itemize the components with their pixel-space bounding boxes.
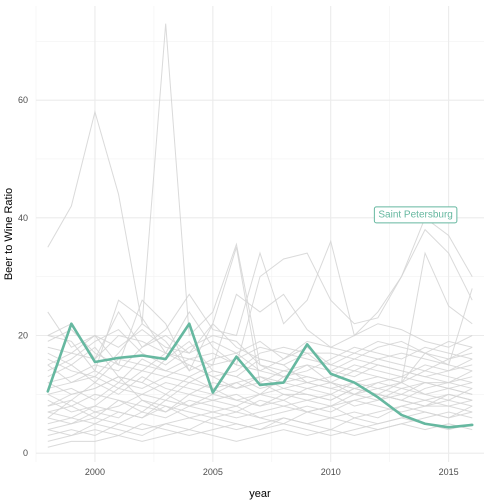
background-line-6 (47, 293, 473, 366)
x-tick-label: 2010 (321, 467, 341, 477)
highlight-label: Saint Petersburg (373, 206, 458, 224)
background-line-17 (47, 335, 473, 384)
background-line-3 (47, 217, 473, 361)
x-tick-label: 2015 (439, 467, 459, 477)
x-axis-ticks: 2000 2005 2010 2015 (85, 467, 459, 477)
y-axis-title: Beer to Wine Ratio (3, 188, 15, 280)
background-line-16 (47, 405, 473, 425)
x-tick-label: 2000 (85, 467, 105, 477)
highlight-label-box (373, 206, 458, 224)
background-line-2 (47, 247, 473, 401)
background-line-14 (47, 329, 473, 378)
y-tick-label: 40 (18, 213, 28, 223)
background-line-4 (47, 228, 473, 384)
background-line-27 (47, 376, 473, 395)
background-line-28 (47, 387, 473, 419)
background-line-26 (47, 329, 473, 378)
background-line-29 (47, 328, 473, 366)
background-line-21 (47, 376, 473, 407)
highlight-line (46, 322, 474, 429)
background-series-lines (47, 23, 473, 448)
background-line-9 (47, 393, 473, 431)
highlight-label-text: Saint Petersburg (378, 209, 453, 220)
x-tick-label: 2005 (203, 467, 223, 477)
x-axis-title: year (249, 488, 271, 500)
y-tick-label: 0 (23, 448, 28, 458)
background-line-23 (47, 399, 473, 425)
y-tick-label: 60 (18, 95, 28, 105)
highlight-series (46, 322, 474, 429)
background-line-19 (47, 411, 473, 437)
y-axis-ticks: 0 20 40 60 (18, 95, 28, 458)
background-line-30 (47, 411, 473, 437)
y-tick-label: 20 (18, 330, 28, 340)
